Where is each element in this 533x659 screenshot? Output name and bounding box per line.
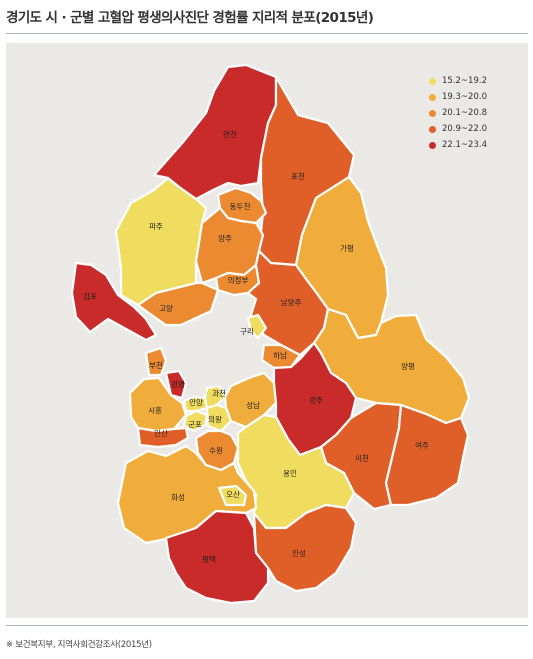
region-label-2: 파주 xyxy=(149,222,163,231)
region-label-8: 고양 xyxy=(159,304,173,313)
region-label-1: 포천 xyxy=(291,171,305,181)
region-14 xyxy=(164,369,188,400)
region-label-27: 화성 xyxy=(171,493,185,502)
region-27 xyxy=(116,444,258,545)
region-21 xyxy=(205,403,233,433)
legend-item: 20.9~22.0 xyxy=(429,121,487,137)
region-label-7: 김포 xyxy=(83,291,97,301)
map-regions xyxy=(70,63,471,605)
page-title: 경기도 시 · 군별 고혈압 평생의사진단 경험률 지리적 분포(2015년) xyxy=(6,10,374,26)
legend-label: 20.9~22.0 xyxy=(442,124,487,134)
region-label-6: 의정부 xyxy=(228,275,249,285)
legend-label: 20.1~20.8 xyxy=(442,108,487,118)
region-label-13: 부천 xyxy=(149,360,163,370)
title-divider xyxy=(6,33,528,34)
region-label-28: 오산 xyxy=(226,489,240,499)
region-label-25: 여주 xyxy=(415,440,429,450)
region-29 xyxy=(252,503,358,593)
region-label-0: 연천 xyxy=(223,129,237,139)
region-label-18: 성남 xyxy=(246,401,260,410)
region-30 xyxy=(164,509,270,605)
region-label-3: 동두천 xyxy=(230,201,251,211)
region-20 xyxy=(182,409,209,433)
region-label-4: 양주 xyxy=(218,234,232,243)
legend-item: 15.2~19.2 xyxy=(429,73,487,89)
legend-label: 22.1~23.4 xyxy=(442,140,487,150)
region-label-30: 평택 xyxy=(202,554,216,564)
legend-swatch xyxy=(429,77,436,85)
region-label-24: 이천 xyxy=(355,453,369,463)
region-label-21: 의왕 xyxy=(208,414,222,424)
legend-label: 15.2~19.2 xyxy=(442,76,487,86)
region-label-10: 구리 xyxy=(240,327,254,336)
region-label-29: 안성 xyxy=(292,548,306,558)
legend-item: 20.1~20.8 xyxy=(429,105,487,121)
region-7 xyxy=(70,261,158,342)
source-note: ※ 보건복지부, 지역사회건강조사(2015년) xyxy=(6,640,152,650)
region-label-14: 광명 xyxy=(171,379,185,389)
legend-swatch xyxy=(429,109,436,117)
region-13 xyxy=(144,346,168,377)
legend-label: 19.3~20.0 xyxy=(442,92,487,102)
region-label-15: 시흥 xyxy=(148,405,162,415)
region-label-22: 안산 xyxy=(154,428,168,438)
region-0 xyxy=(152,63,278,201)
region-8 xyxy=(136,281,220,327)
region-10 xyxy=(246,313,268,340)
region-label-9: 남양주 xyxy=(281,298,302,307)
region-25 xyxy=(384,403,470,507)
region-label-11: 하남 xyxy=(273,350,287,360)
region-label-26: 용인 xyxy=(283,468,297,478)
region-label-16: 안양 xyxy=(189,397,203,407)
region-22 xyxy=(136,426,190,449)
region-label-19: 광주 xyxy=(309,395,323,405)
region-label-17: 과천 xyxy=(212,388,226,398)
region-label-23: 수원 xyxy=(209,446,223,455)
region-label-20: 군포 xyxy=(188,420,202,429)
legend-item: 19.3~20.0 xyxy=(429,89,487,105)
region-label-12: 양평 xyxy=(401,361,415,371)
source-divider xyxy=(6,625,528,626)
map-legend: 15.2~19.2 19.3~20.0 20.1~20.8 20.9~22.0 … xyxy=(429,73,487,153)
region-28 xyxy=(217,484,248,507)
legend-swatch xyxy=(429,93,436,101)
legend-item: 22.1~23.4 xyxy=(429,137,487,153)
region-label-5: 가평 xyxy=(340,243,354,253)
legend-swatch xyxy=(429,125,436,133)
legend-swatch xyxy=(429,141,436,149)
